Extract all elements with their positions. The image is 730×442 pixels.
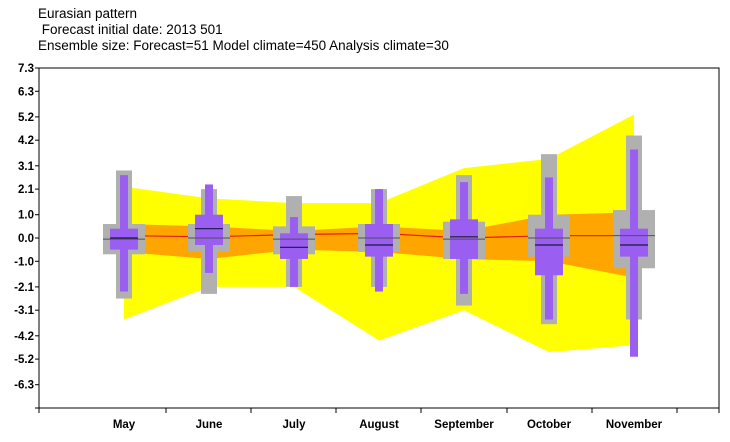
y-tick-label: 7.3 (18, 63, 34, 75)
y-tick-label: 1.0 (18, 210, 34, 222)
x-tick-label: May (113, 419, 136, 431)
x-tick-label: November (606, 419, 663, 431)
y-tick-label: -5.2 (14, 354, 34, 366)
forecast-box (195, 214, 223, 245)
forecast-box (535, 228, 563, 276)
y-tick-label: 3.1 (18, 161, 35, 173)
y-tick-label: -3.1 (14, 305, 34, 317)
y-tick-label: 5.2 (18, 112, 34, 124)
y-tick-label: 4.2 (18, 135, 34, 147)
chart-titles: Eurasian pattern Forecast initial date: … (38, 6, 449, 54)
y-tick-label: -4.2 (14, 331, 34, 343)
x-tick-label: August (359, 419, 399, 431)
y-tick-label: -1.0 (14, 256, 34, 268)
y-tick-label: 0.0 (18, 233, 34, 245)
y-tick-label: -6.3 (14, 380, 34, 392)
forecast-box (365, 224, 393, 257)
chart-title: Eurasian pattern (38, 6, 138, 21)
x-tick-label: September (434, 419, 494, 431)
forecast-date-subtitle: Forecast initial date: 2013 501 (38, 22, 223, 37)
x-tick-label: October (527, 419, 572, 431)
forecast-box (280, 233, 308, 259)
y-tick-label: -2.1 (14, 282, 34, 294)
y-tick-label: 6.3 (18, 86, 34, 98)
ensemble-size-subtitle: Ensemble size: Forecast=51 Model climate… (38, 38, 449, 53)
y-tick-label: 2.1 (18, 184, 35, 196)
x-tick-label: June (196, 419, 223, 431)
forecast-box (620, 228, 648, 257)
x-tick-label: July (282, 419, 306, 431)
